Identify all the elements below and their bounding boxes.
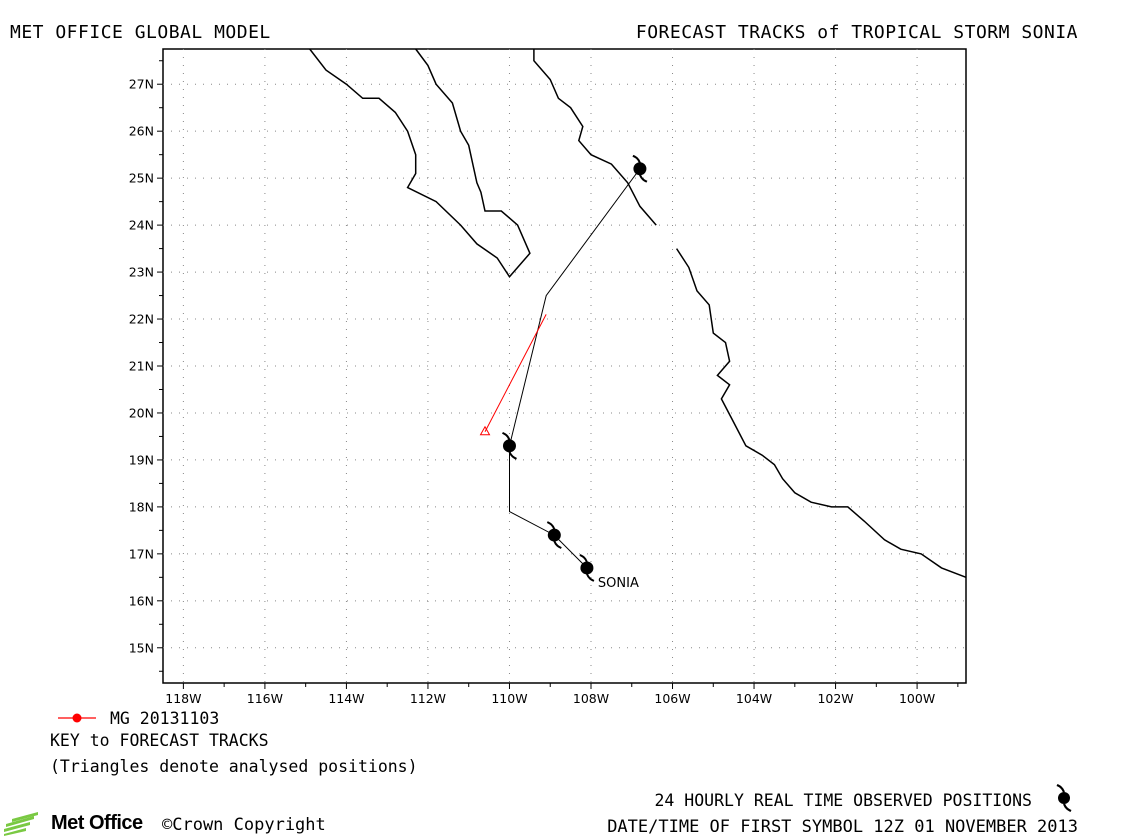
legend-run-swatch [58,713,96,723]
storm-symbols [502,154,648,582]
legend-note: (Triangles denote analysed positions) [50,757,418,776]
lon-tick-label: 118W [165,691,201,706]
lon-tick-label: 104W [736,691,772,706]
lat-tick-label: 15N [129,640,154,655]
latitude-labels: 27N 26N 25N 24N 23N 22N 21N 20N 19N 18N 17N 16N 15N [129,77,154,656]
lat-tick-label: 21N [129,359,154,374]
tracks [479,168,641,569]
storm-title: FORECAST TRACKS of TROPICAL STORM SONIA [635,22,1078,43]
lon-tick-label: 114W [328,691,364,706]
axis-ticks [157,60,959,689]
coastline [309,48,531,279]
observed-positions-label: 24 HOURLY REAL TIME OBSERVED POSITIONS [654,791,1033,810]
lat-tick-label: 26N [129,124,154,139]
observed-position-marker [502,431,517,460]
met-office-logo-icon [4,812,38,836]
lat-tick-label: 16N [129,593,154,608]
first-symbol-date-label: DATE/TIME OF FIRST SYMBOL 12Z 01 NOVEMBE… [607,817,1078,837]
lat-tick-label: 25N [129,171,154,186]
coastline [675,248,967,579]
forecast-track-line [484,314,547,432]
longitude-labels: 118W 116W 114W 112W 110W 108W 106W 104W 102W 100W [165,691,935,706]
model-title: MET OFFICE GLOBAL MODEL [10,22,271,43]
analysed-position-triangle [479,425,491,436]
observed-position-marker [579,554,595,582]
coastline [533,49,657,226]
met-office-logo-text: Met Office [51,812,143,834]
lon-tick-label: 110W [491,691,527,706]
lat-tick-label: 18N [129,499,154,514]
lat-tick-label: 23N [129,265,154,280]
storm-name-label: SONIA [598,576,639,591]
observed-position-marker [546,521,562,549]
coastlines [309,48,967,579]
observed-position-marker [632,154,648,183]
lat-tick-label: 22N [129,312,154,327]
lon-tick-label: 116W [247,691,283,706]
copyright-notice: ©Crown Copyright [162,815,326,835]
lat-tick-label: 17N [129,546,154,561]
lon-tick-label: 106W [654,691,690,706]
legend-run-label: MG 20131103 [110,709,220,728]
lat-tick-label: 20N [129,405,154,420]
lat-tick-label: 27N [129,77,154,92]
lon-tick-label: 100W [899,691,935,706]
lon-tick-label: 112W [410,691,446,706]
observed-track-line [509,168,641,569]
lat-tick-label: 19N [129,452,154,467]
hurricane-symbol-icon [1056,784,1072,812]
lon-tick-label: 102W [817,691,853,706]
graticule [163,49,966,683]
lon-tick-label: 108W [573,691,609,706]
lat-tick-label: 24N [129,218,154,233]
legend-key-title: KEY to FORECAST TRACKS [50,731,269,750]
